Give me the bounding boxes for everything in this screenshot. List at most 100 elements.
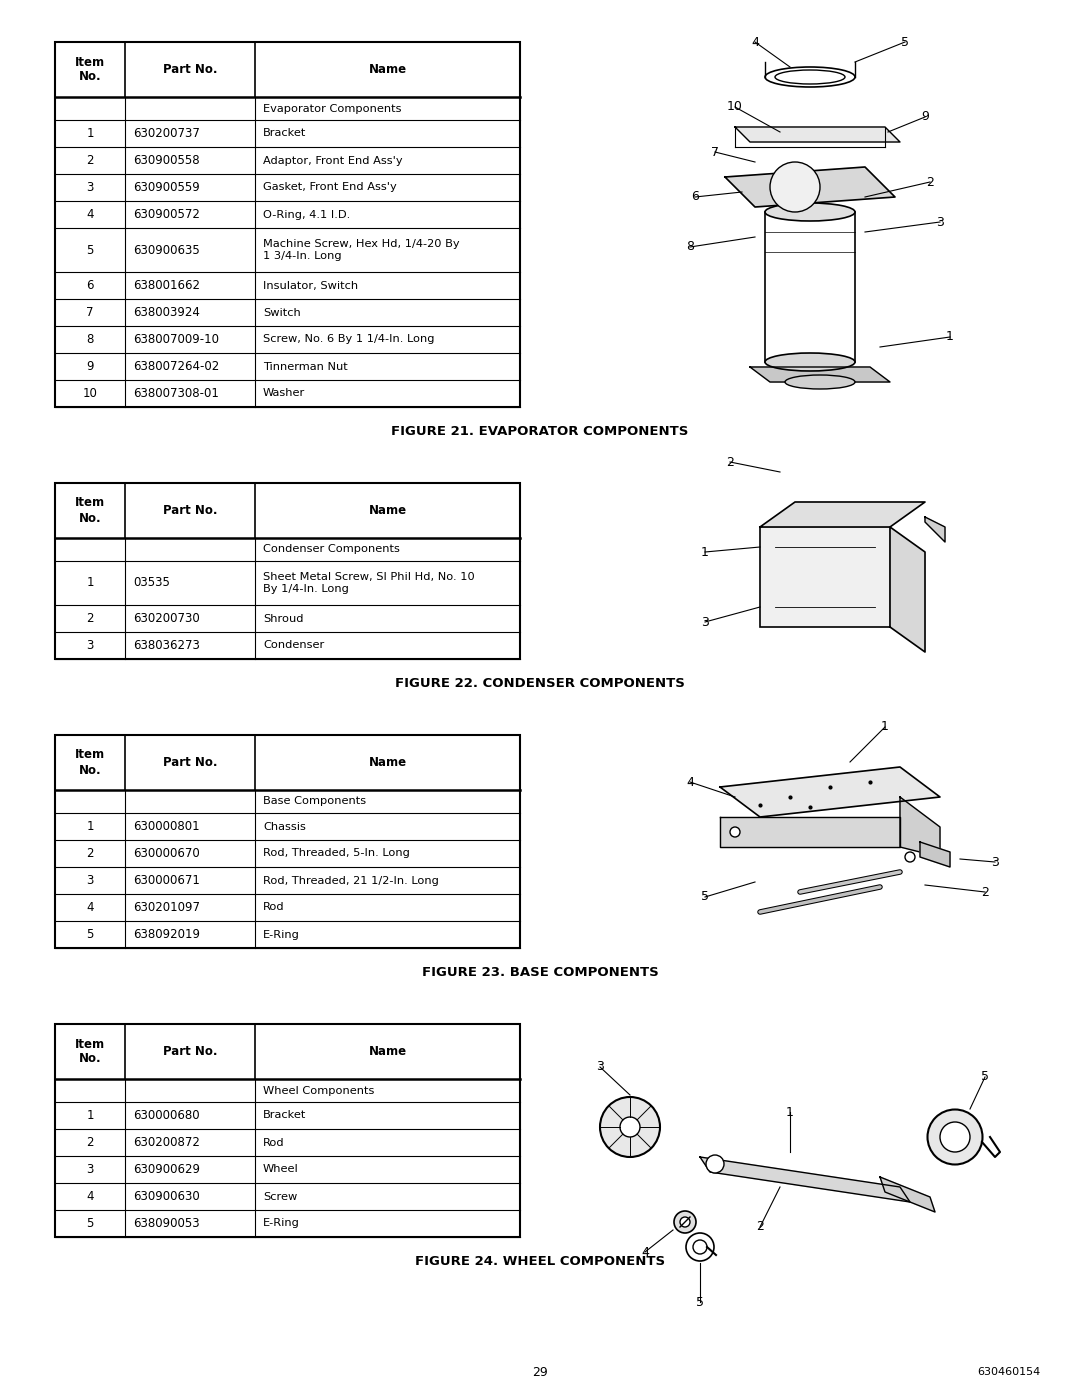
Text: 5: 5 — [701, 890, 708, 904]
Text: Rod: Rod — [264, 1137, 285, 1147]
Text: Part No.: Part No. — [163, 504, 217, 517]
Ellipse shape — [693, 1241, 707, 1255]
Text: 3: 3 — [86, 1162, 94, 1176]
Text: Condenser: Condenser — [264, 640, 324, 651]
Ellipse shape — [686, 1234, 714, 1261]
Text: 630200737: 630200737 — [133, 127, 200, 140]
Text: Part No.: Part No. — [163, 1045, 217, 1058]
Text: 2: 2 — [86, 154, 94, 168]
Ellipse shape — [706, 1155, 724, 1173]
Text: 1: 1 — [946, 331, 954, 344]
Text: 8: 8 — [86, 332, 94, 346]
Text: 4: 4 — [86, 1190, 94, 1203]
Text: Name: Name — [368, 504, 406, 517]
Text: 3: 3 — [936, 215, 944, 229]
Text: Wheel: Wheel — [264, 1165, 299, 1175]
Text: 1: 1 — [86, 577, 94, 590]
Polygon shape — [890, 527, 924, 652]
Ellipse shape — [620, 1118, 640, 1137]
Text: Name: Name — [368, 756, 406, 768]
Text: 5: 5 — [981, 1070, 989, 1084]
Text: 638007009-10: 638007009-10 — [133, 332, 219, 346]
Text: 3: 3 — [991, 855, 999, 869]
Text: 2: 2 — [981, 886, 989, 898]
Text: Shroud: Shroud — [264, 613, 303, 623]
Text: 03535: 03535 — [133, 577, 170, 590]
Text: 6: 6 — [86, 279, 94, 292]
Text: 4: 4 — [86, 901, 94, 914]
Text: Washer: Washer — [264, 388, 306, 398]
Text: Base Components: Base Components — [264, 796, 366, 806]
Text: 1: 1 — [786, 1105, 794, 1119]
Text: 638007264-02: 638007264-02 — [133, 360, 219, 373]
Text: Rod, Threaded, 5-In. Long: Rod, Threaded, 5-In. Long — [264, 848, 410, 859]
Text: 2: 2 — [86, 612, 94, 624]
Text: 630900629: 630900629 — [133, 1162, 200, 1176]
Polygon shape — [760, 502, 924, 527]
Polygon shape — [924, 517, 945, 542]
Text: Name: Name — [368, 63, 406, 75]
Text: Evaporator Components: Evaporator Components — [264, 103, 402, 113]
Text: 29: 29 — [532, 1365, 548, 1379]
Ellipse shape — [775, 70, 845, 84]
Text: 630200872: 630200872 — [133, 1136, 200, 1148]
Text: 1: 1 — [881, 721, 889, 733]
Bar — [55, 42, 519, 407]
Text: 2: 2 — [756, 1221, 764, 1234]
Text: 1: 1 — [86, 127, 94, 140]
Text: O-Ring, 4.1 I.D.: O-Ring, 4.1 I.D. — [264, 210, 350, 219]
Text: Item
No.: Item No. — [75, 56, 105, 84]
Text: 3: 3 — [86, 638, 94, 652]
Text: 638090053: 638090053 — [133, 1217, 200, 1229]
Text: 638036273: 638036273 — [133, 638, 200, 652]
Text: 1: 1 — [86, 820, 94, 833]
Text: 2: 2 — [86, 1136, 94, 1148]
Text: 7: 7 — [86, 306, 94, 319]
Text: Condenser Components: Condenser Components — [264, 545, 400, 555]
Text: Rod: Rod — [264, 902, 285, 912]
Text: Screw, No. 6 By 1 1/4-In. Long: Screw, No. 6 By 1 1/4-In. Long — [264, 334, 434, 345]
Text: Switch: Switch — [264, 307, 300, 317]
Ellipse shape — [674, 1211, 696, 1234]
Ellipse shape — [765, 203, 855, 221]
Text: 5: 5 — [86, 243, 94, 257]
Text: Bracket: Bracket — [264, 129, 307, 138]
Text: Chassis: Chassis — [264, 821, 306, 831]
Polygon shape — [920, 842, 950, 868]
Ellipse shape — [680, 1217, 690, 1227]
Text: 5: 5 — [86, 1217, 94, 1229]
Text: Tinnerman Nut: Tinnerman Nut — [264, 362, 348, 372]
Text: 8: 8 — [686, 240, 694, 253]
Ellipse shape — [765, 353, 855, 372]
Polygon shape — [700, 1157, 910, 1201]
Text: 630000670: 630000670 — [133, 847, 200, 861]
Text: 2: 2 — [86, 847, 94, 861]
Text: 1: 1 — [701, 545, 708, 559]
Text: 630900635: 630900635 — [133, 243, 200, 257]
Text: 7: 7 — [711, 145, 719, 158]
Text: 630201097: 630201097 — [133, 901, 200, 914]
Polygon shape — [720, 817, 900, 847]
Text: 3: 3 — [701, 616, 708, 629]
Text: FIGURE 24. WHEEL COMPONENTS: FIGURE 24. WHEEL COMPONENTS — [415, 1255, 665, 1268]
Text: 4: 4 — [86, 208, 94, 221]
Bar — [55, 483, 519, 659]
Ellipse shape — [940, 1122, 970, 1153]
Text: Machine Screw, Hex Hd, 1/4-20 By
1 3/4-In. Long: Machine Screw, Hex Hd, 1/4-20 By 1 3/4-I… — [264, 239, 460, 261]
Text: 3: 3 — [86, 875, 94, 887]
Text: 4: 4 — [642, 1246, 649, 1259]
Text: Wheel Components: Wheel Components — [264, 1085, 375, 1095]
Text: 5: 5 — [696, 1295, 704, 1309]
Text: Bracket: Bracket — [264, 1111, 307, 1120]
Bar — [55, 735, 519, 949]
Ellipse shape — [770, 162, 820, 212]
Text: Part No.: Part No. — [163, 756, 217, 768]
Text: 6: 6 — [691, 190, 699, 204]
Text: 9: 9 — [921, 110, 929, 123]
Text: 3: 3 — [596, 1060, 604, 1073]
Text: 5: 5 — [86, 928, 94, 942]
Ellipse shape — [928, 1109, 983, 1165]
Text: Sheet Metal Screw, Sl Phil Hd, No. 10
By 1/4-In. Long: Sheet Metal Screw, Sl Phil Hd, No. 10 By… — [264, 573, 475, 594]
Polygon shape — [735, 127, 900, 142]
Text: 10: 10 — [727, 101, 743, 113]
